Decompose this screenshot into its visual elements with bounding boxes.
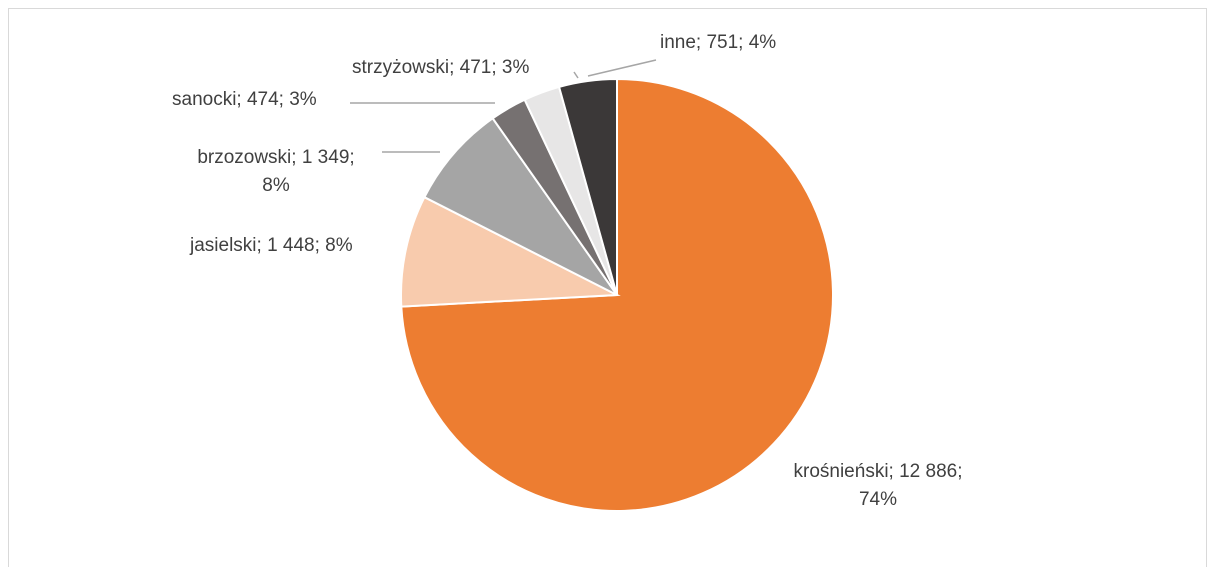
data-label: jasielski; 1 448; 8%: [189, 235, 353, 256]
pie-slice: [557, 77, 618, 296]
pie-slice: [423, 116, 618, 296]
data-label-line: 8%: [262, 175, 290, 196]
leader-line: [573, 71, 579, 79]
data-label: brzozowski; 1 349; 8%: [197, 147, 354, 196]
leader-line: [587, 59, 657, 77]
data-label: krośnieński; 12 886; 74%: [794, 461, 963, 510]
data-label: inne; 751; 4%: [660, 32, 776, 53]
data-label: sanocki; 474; 3%: [172, 89, 317, 110]
pie-slice: [400, 195, 621, 308]
data-label-line: krośnieński; 12 886;: [794, 461, 963, 482]
data-label: strzyżowski; 471; 3%: [352, 57, 529, 78]
data-label-line: brzozowski; 1 349;: [197, 147, 354, 168]
data-label-line: 74%: [859, 489, 897, 510]
